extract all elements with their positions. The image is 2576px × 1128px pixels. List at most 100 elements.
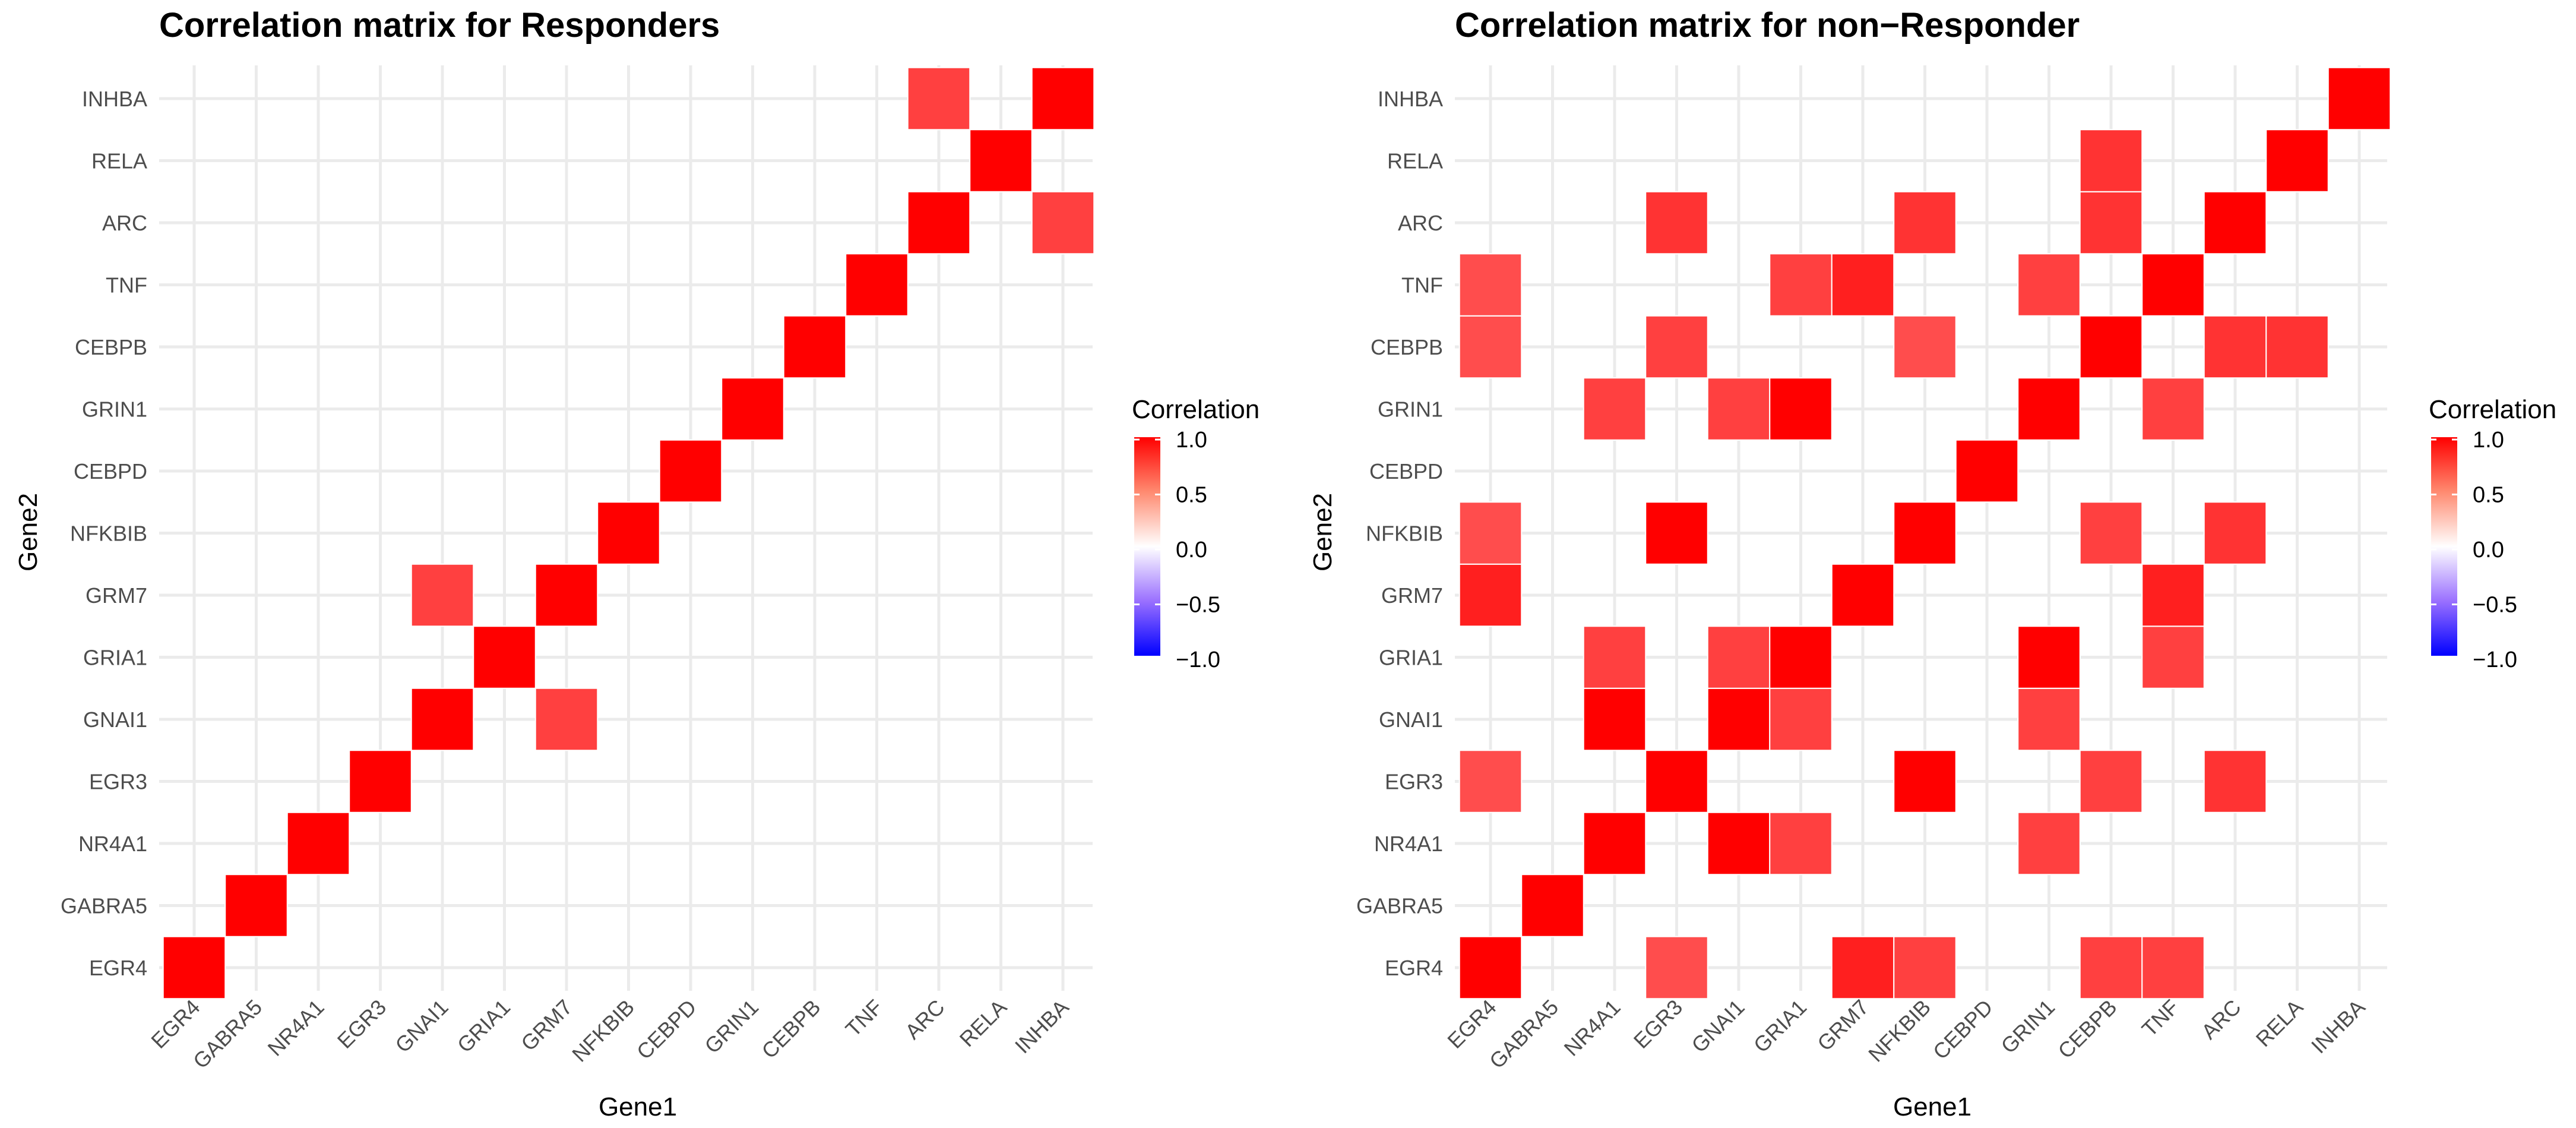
x-tick-label: INHBA: [2306, 995, 2370, 1059]
heatmap-cell-tnf-tnf: [845, 253, 909, 317]
x-tick-label: CEBPB: [757, 995, 825, 1063]
heatmap-cell-gnai1-gria1: [1707, 625, 1771, 689]
heatmap-cell-cebpb-egr3: [2079, 750, 2143, 813]
y-tick-label: NFKBIB: [1366, 522, 1443, 546]
y-tick-label: CEBPB: [1371, 335, 1443, 359]
color-legend: Correlation 1.0 0.5 0.0 −0.5 −1.0: [1132, 395, 1259, 672]
legend-title: Correlation: [2429, 395, 2556, 424]
chart-title: Correlation matrix for non−Responder: [1455, 6, 2080, 45]
heatmap-cell-grm7-grm7: [1831, 563, 1895, 627]
heatmap-cell-nr4a1-nr4a1: [1583, 811, 1647, 876]
x-tick-label: GRIN1: [700, 995, 763, 1059]
heatmap-cell-arc-arc: [2203, 191, 2267, 255]
y-tick-label: TNF: [1401, 273, 1443, 298]
heatmap-cell-grm7-tnf: [1831, 253, 1895, 317]
heatmap-cell-grin1-grin1: [2017, 377, 2081, 441]
heatmap-cell-gnai1-nr4a1: [1707, 811, 1771, 876]
y-tick-label: RELA: [91, 149, 147, 173]
heatmap-cell-nfkbib-nfkbib: [597, 501, 660, 565]
y-tick-label: EGR4: [1385, 956, 1443, 980]
y-tick-label: INHBA: [82, 87, 147, 111]
x-tick-label: TNF: [841, 995, 887, 1041]
x-tick-label: EGR3: [1629, 995, 1687, 1053]
heatmap-cell-inhba-arc: [1031, 191, 1095, 255]
heatmap-cell-arc-cebpb: [2203, 315, 2267, 379]
y-tick-label: GRIA1: [1379, 646, 1443, 670]
legend-tick-label: −1.0: [1176, 647, 1220, 672]
x-axis-label: Gene1: [599, 1092, 677, 1121]
heatmap-cell-egr4-grm7: [1458, 563, 1523, 627]
heatmap-cell-egr3-nfkbib: [1645, 501, 1708, 565]
legend-tick-label: −1.0: [2473, 647, 2517, 672]
heatmap-cell-gria1-grin1: [1769, 377, 1833, 441]
x-tick-label: GNAI1: [390, 995, 452, 1057]
heatmap-cell-nr4a1-nr4a1: [286, 811, 350, 876]
x-tick-label: CEBPD: [632, 995, 701, 1064]
x-axis-label: Gene1: [1893, 1092, 1971, 1121]
heatmap-cell-egr4-tnf: [1458, 253, 1523, 317]
heatmap-cell-gria1-gria1: [473, 625, 536, 689]
heatmap-cell-grin1-gnai1: [2017, 687, 2081, 751]
x-tick-label: EGR4: [146, 995, 204, 1053]
x-tick-label: GNAI1: [1686, 995, 1749, 1057]
legend-tick-label: 0.0: [2473, 538, 2504, 563]
x-tick-label: ARC: [2197, 995, 2246, 1044]
y-axis-label: Gene2: [14, 493, 43, 571]
y-tick-label: GRIA1: [83, 646, 147, 670]
x-tick-label: TNF: [2137, 995, 2183, 1041]
heatmap-cell-tnf-gria1: [2141, 625, 2205, 689]
heatmap-cell-gabra5-gabra5: [1521, 874, 1584, 937]
heatmap-cell-nfkbib-arc: [1893, 191, 1957, 255]
heatmap-cell-nfkbib-egr3: [1893, 750, 1957, 813]
y-tick-label: GRM7: [1381, 583, 1443, 608]
heatmap-cell-gnai1-gnai1: [1707, 687, 1771, 751]
x-tick-label: ARC: [900, 995, 950, 1044]
x-tick-label: GABRA5: [188, 995, 267, 1073]
x-tick-label: RELA: [2251, 995, 2308, 1051]
heatmap-cell-grin1-gria1: [2017, 625, 2081, 689]
y-tick-label: GABRA5: [61, 894, 147, 918]
y-tick-label: CEBPB: [75, 335, 147, 359]
x-tick-label: NR4A1: [1559, 995, 1625, 1061]
y-tick-label: GRIN1: [1378, 397, 1443, 422]
heatmap-cell-nr4a1-gria1: [1583, 625, 1647, 689]
heatmap-cell-egr4-egr3: [1458, 750, 1523, 813]
color-legend: Correlation 1.0 0.5 0.0 −0.5 −1.0: [2429, 395, 2556, 672]
heatmap-cell-cebpb-nfkbib: [2079, 501, 2143, 565]
heatmap-cell-grm7-grm7: [534, 563, 599, 627]
x-tick-label: EGR3: [333, 995, 391, 1053]
heatmap-cell-egr3-egr4: [1645, 936, 1708, 1000]
x-tick-label: EGR4: [1442, 995, 1501, 1053]
heatmap-cell-gabra5-gabra5: [224, 874, 288, 937]
heatmap-cell-nr4a1-grin1: [1583, 377, 1647, 441]
heatmap-cell-egr4-egr4: [162, 936, 226, 1000]
y-tick-label: EGR3: [1385, 770, 1443, 794]
legend-tick-label: 1.0: [1176, 428, 1207, 453]
x-tick-label: NR4A1: [263, 995, 329, 1061]
legend-tick-label: 0.5: [2473, 483, 2504, 508]
y-axis-label: Gene2: [1308, 493, 1337, 571]
heatmap-cell-egr3-egr3: [1645, 750, 1708, 813]
x-tick-label: RELA: [955, 995, 1011, 1051]
x-tick-label: GRIA1: [452, 995, 515, 1057]
heatmap-cell-gnai1-grin1: [1707, 377, 1771, 441]
y-tick-label: GNAI1: [83, 707, 147, 732]
heatmap-cell-grin1-nr4a1: [2017, 811, 2081, 876]
heatmap-cell-inhba-inhba: [1031, 67, 1095, 131]
y-tick-label: ARC: [102, 211, 147, 235]
x-tick-label: NFKBIB: [567, 995, 639, 1067]
y-axis-ticks: EGR4 GABRA5 NR4A1 EGR3 GNAI1 GRIA1 GRM7 NFKBIB C…: [61, 87, 147, 980]
x-tick-label: GRIA1: [1749, 995, 1811, 1057]
heatmap-cell-arc-arc: [907, 191, 971, 255]
x-tick-label: INHBA: [1010, 995, 1074, 1059]
x-tick-label: GRM7: [516, 995, 577, 1056]
non-responder-heatmap-panel: Correlation matrix for non−Responder EGR…: [1308, 6, 2556, 1121]
heatmap-cell-cebpb-egr4: [2079, 936, 2143, 1000]
heatmap-cell-gria1-tnf: [1769, 253, 1833, 317]
heatmap-cells: [162, 67, 1095, 1000]
y-tick-label: GNAI1: [1379, 707, 1443, 732]
heatmap-cell-rela-rela: [2265, 129, 2329, 192]
y-tick-label: CEBPD: [1369, 459, 1443, 484]
y-tick-label: NFKBIB: [70, 522, 147, 546]
